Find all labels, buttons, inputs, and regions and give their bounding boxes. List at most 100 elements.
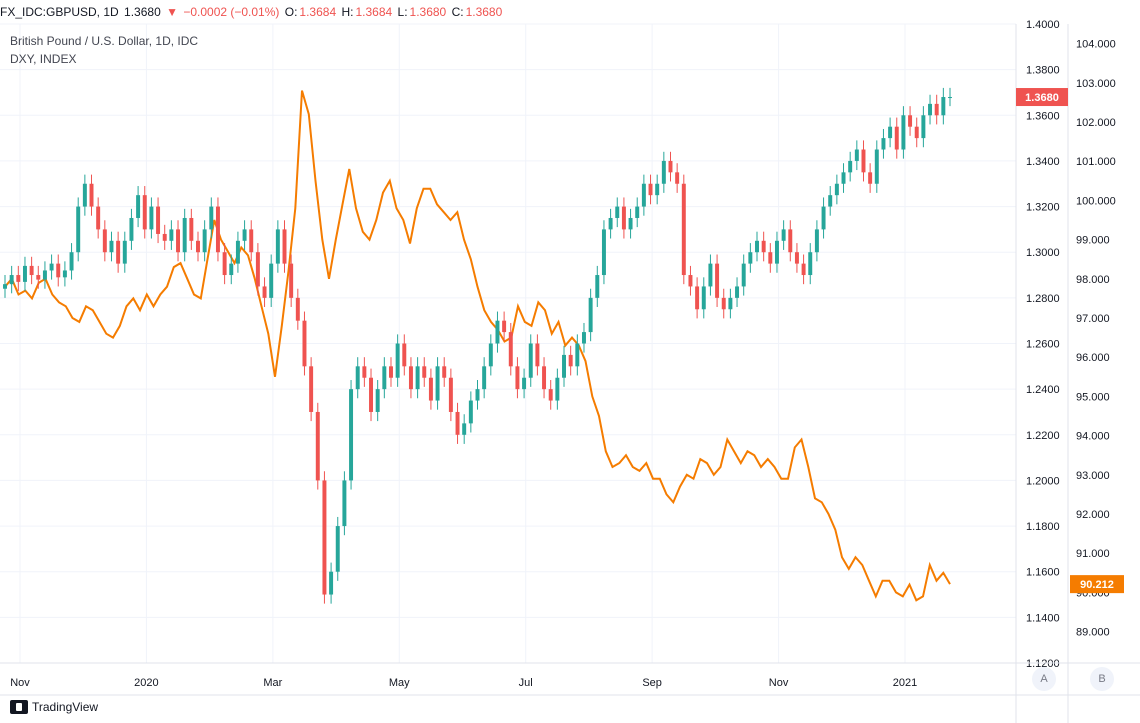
overlay-series-legend[interactable]: DXY, INDEX (10, 52, 77, 66)
candle-body (22, 265, 27, 282)
candle-body (349, 389, 354, 481)
candle-body (49, 263, 54, 271)
candle-body (568, 354, 573, 367)
candle-body (375, 389, 380, 412)
candle-body (435, 366, 440, 401)
candle-body (701, 286, 706, 310)
candle-body (881, 138, 886, 150)
tradingview-branding[interactable]: TradingView (10, 700, 98, 714)
candle-body (914, 126, 919, 139)
dxy-tick-label: 89.000 (1076, 627, 1110, 639)
candle-body (156, 206, 161, 234)
candle-body (295, 297, 300, 321)
candle-body (395, 343, 400, 378)
candle-body (921, 115, 926, 139)
time-tick-label: Nov (10, 677, 30, 689)
symbol-title[interactable]: FX_IDC:GBPUSD, 1D (0, 5, 119, 19)
candle-body (235, 240, 240, 264)
last-price-badge (1016, 88, 1068, 107)
price-tick-label: 1.2600 (1026, 339, 1060, 351)
last-price: 1.3680 (124, 5, 161, 19)
candle-body (615, 206, 620, 218)
candle-body (814, 229, 819, 253)
candle-body (768, 252, 773, 264)
candle-body (828, 195, 833, 207)
candle-body (661, 160, 666, 184)
symbol-header: FX_IDC:GBPUSD, 1D 1.3680 ▼ −0.0002 (−0.0… (0, 0, 1140, 24)
tradingview-logo-icon (10, 700, 28, 714)
time-tick-label: Mar (263, 677, 282, 689)
candle-body (29, 265, 34, 276)
candle-body (475, 389, 480, 401)
candle-body (16, 275, 21, 282)
low-label: L: (397, 5, 408, 19)
candle-body (389, 366, 393, 378)
candle-body (728, 297, 733, 310)
candle-body (329, 571, 334, 595)
auto-scale-button[interactable]: A (1032, 667, 1056, 691)
candle-body (415, 366, 420, 390)
time-tick-label: 2020 (134, 677, 158, 689)
candle-body (462, 423, 467, 435)
candle-body (169, 229, 174, 241)
candle-body (894, 126, 899, 150)
candle-body (868, 172, 873, 184)
brand-name: TradingView (32, 700, 99, 714)
price-tick-label: 1.2200 (1026, 430, 1060, 442)
dxy-tick-label: 104.000 (1076, 39, 1116, 51)
candle-body (196, 240, 200, 253)
candle-body (748, 252, 753, 264)
candle-body (56, 263, 61, 278)
candle-body (788, 229, 793, 253)
last-price-badge-label: 1.3680 (1025, 92, 1059, 104)
candle-body (721, 297, 726, 310)
candle-body (96, 206, 101, 230)
candle-body (794, 252, 799, 264)
price-tick-label: 1.1200 (1026, 658, 1060, 670)
price-tick-label: 1.3400 (1026, 156, 1060, 168)
candle-body (242, 229, 247, 241)
time-tick-label: 2021 (893, 677, 917, 689)
candle-body (941, 97, 946, 116)
candle-body (735, 286, 740, 298)
candle-body (948, 97, 952, 99)
price-tick-label: 1.3800 (1026, 65, 1060, 77)
price-tick-label: 1.2000 (1026, 475, 1060, 487)
candle-body (255, 252, 260, 287)
candle-body (542, 366, 547, 390)
candle-body (841, 172, 846, 184)
candle-body (535, 343, 540, 367)
candle-body (162, 233, 167, 241)
candle-body (555, 377, 560, 401)
candle-body (142, 195, 147, 230)
candle-body (275, 229, 280, 264)
price-tick-label: 1.1400 (1026, 612, 1060, 624)
candle-body (215, 206, 220, 253)
candle-body (608, 217, 613, 230)
dxy-series-line (4, 90, 951, 602)
candle-body (548, 389, 553, 401)
candle-body (834, 183, 839, 196)
dxy-tick-label: 95.000 (1076, 391, 1110, 403)
price-tick-label: 1.2800 (1026, 293, 1060, 305)
candle-body (655, 183, 660, 196)
scale-b-button[interactable]: B (1090, 667, 1114, 691)
dxy-tick-label: 94.000 (1076, 431, 1110, 443)
price-tick-label: 1.1800 (1026, 521, 1060, 533)
candle-body (176, 229, 181, 253)
candle-body (595, 275, 600, 298)
chart-background (0, 24, 1140, 723)
price-change: −0.0002 (−0.01%) (183, 5, 280, 19)
candle-body (522, 377, 527, 390)
close-label: C: (451, 5, 464, 19)
dxy-tick-label: 101.000 (1076, 156, 1116, 168)
candle-body (9, 275, 14, 285)
candle-body (861, 149, 866, 173)
main-series-legend[interactable]: British Pound / U.S. Dollar, 1D, IDC (10, 34, 199, 48)
candle-body (848, 160, 853, 173)
candle-body (908, 115, 913, 127)
low-value: 1.3680 (409, 5, 447, 19)
candle-body (442, 366, 447, 378)
dxy-tick-label: 92.000 (1076, 509, 1110, 521)
